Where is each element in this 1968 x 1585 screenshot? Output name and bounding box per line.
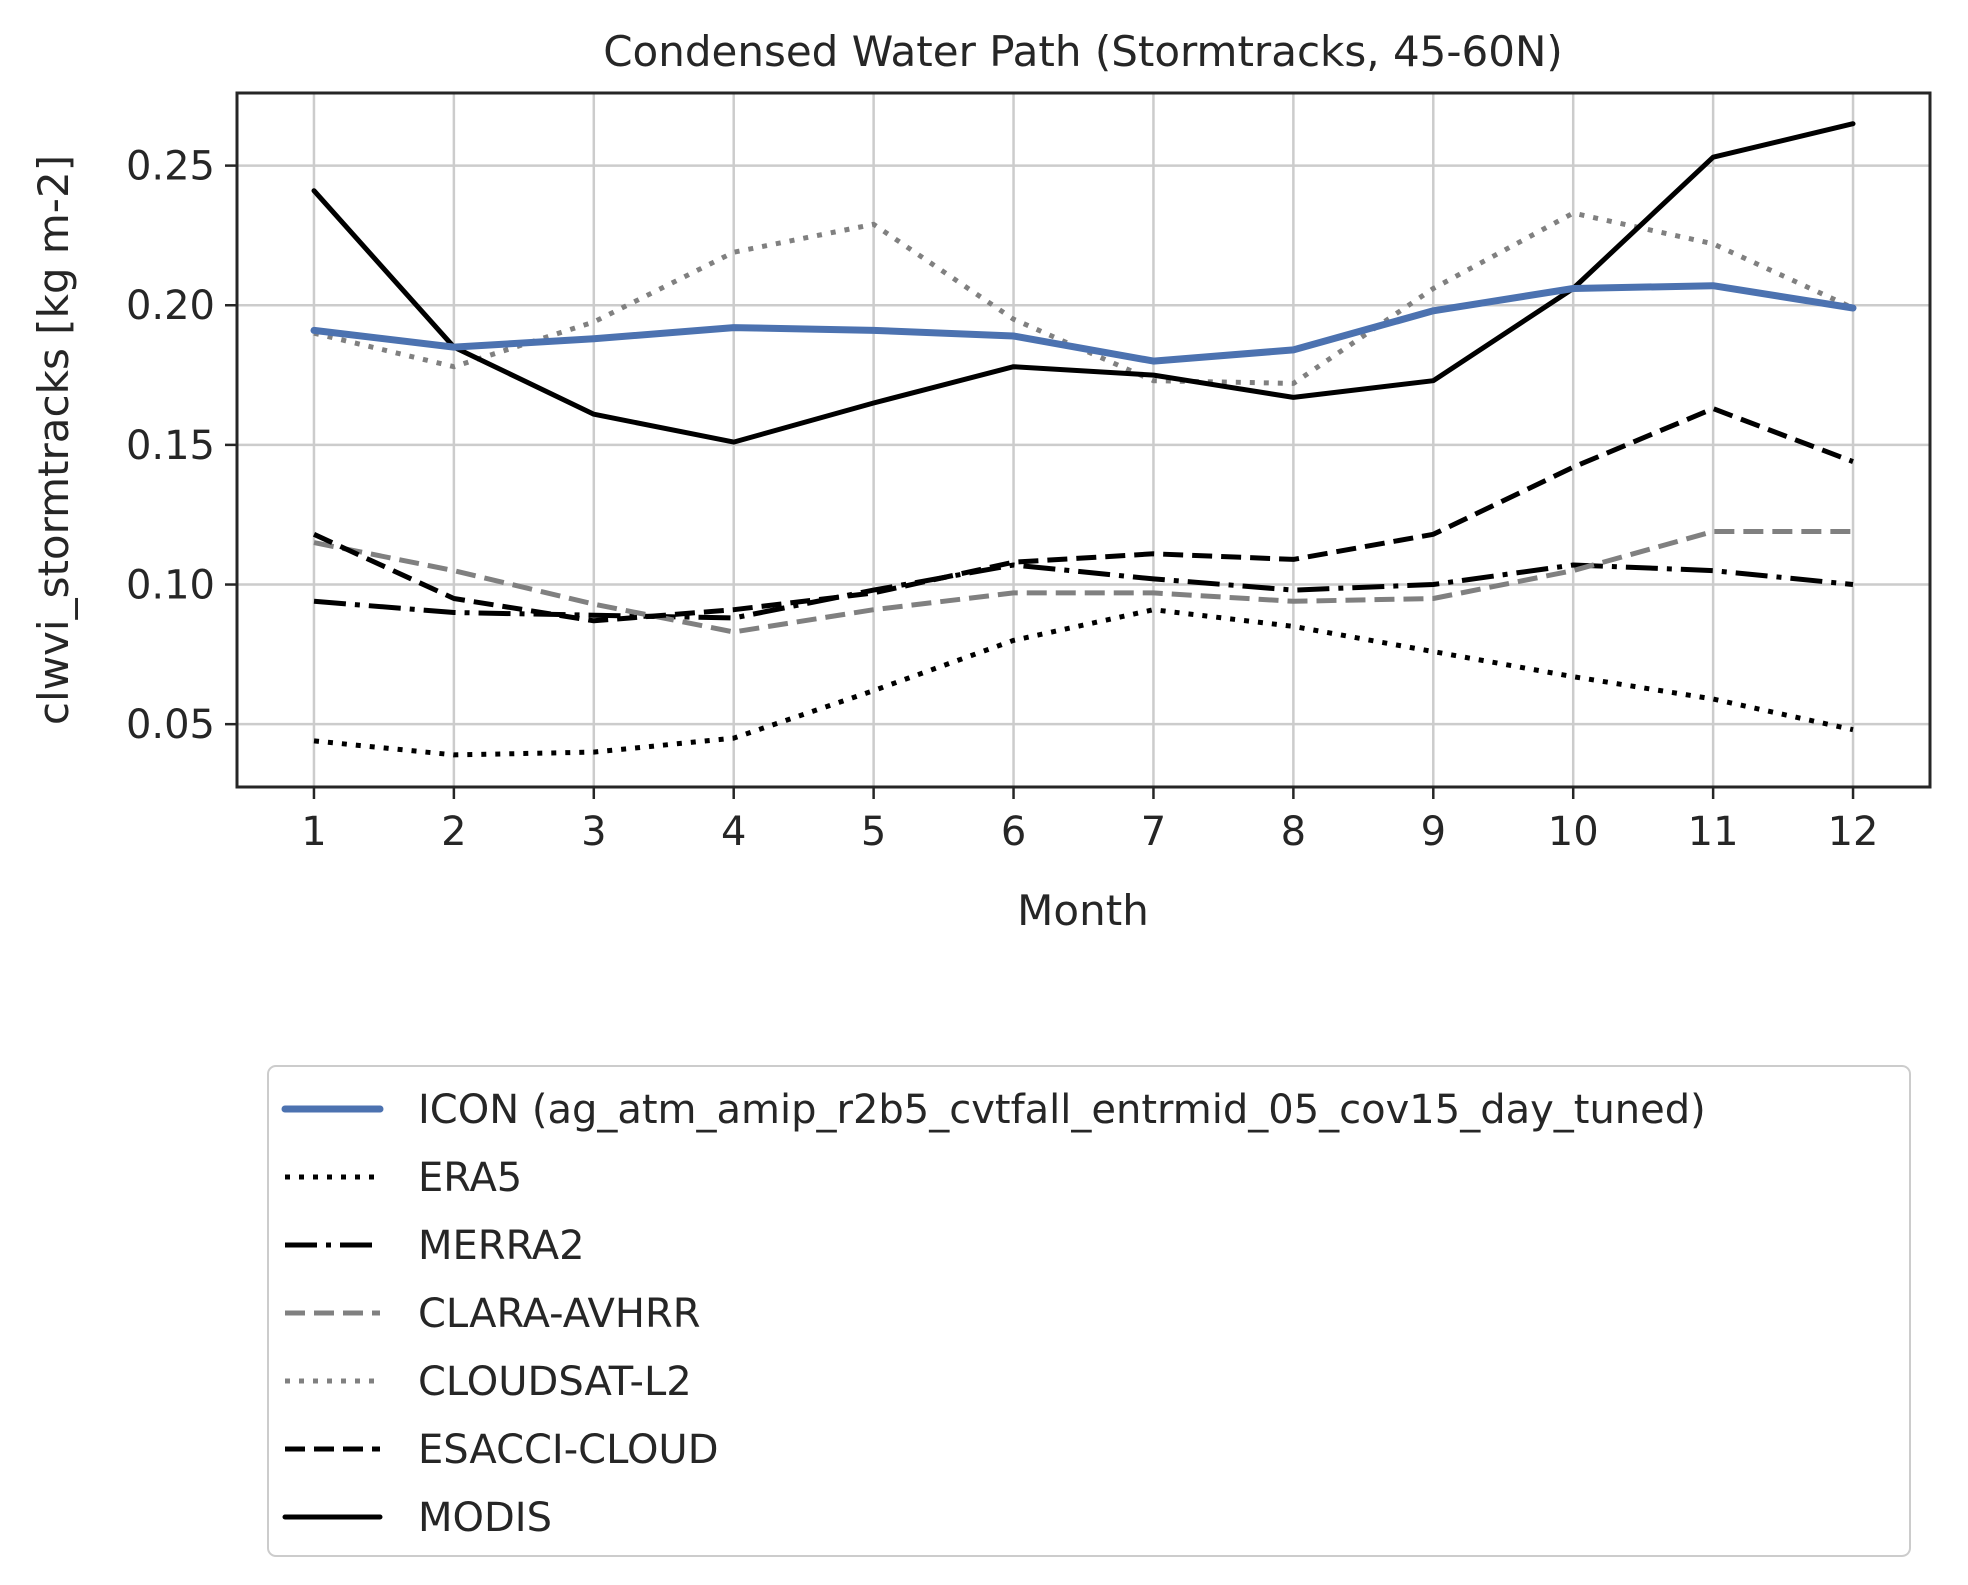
legend-entry-label: MODIS (418, 1495, 552, 1541)
y-tick-label: 0.25 (126, 144, 215, 190)
axis-ticks: 1 2 3 4 5 6 7 8 9 10 11 120.050.100.150.200.25 (126, 144, 1879, 855)
y-tick-label: 0.15 (126, 423, 215, 469)
legend-entry-label: ERA5 (418, 1155, 522, 1201)
x-tick-label: 10 (1548, 809, 1599, 855)
y-axis-label: clwvi_stormtracks [kg m-2] (29, 155, 78, 725)
x-tick-label: 6 (1001, 809, 1026, 855)
series-line-cloudsat-l2 (313, 210, 1855, 386)
x-tick-label: 7 (1141, 809, 1166, 855)
chart-title: Condensed Water Path (Stormtracks, 45-60… (603, 27, 1563, 76)
x-tick-label: 3 (581, 809, 606, 855)
x-tick-label: 5 (861, 809, 886, 855)
legend-entry-label: ESACCI-CLOUD (418, 1427, 719, 1473)
legend-box (267, 1065, 1911, 1557)
series-line-era5 (313, 607, 1854, 758)
series-line-clara-avhrr (313, 529, 1853, 635)
x-tick-label: 9 (1421, 809, 1446, 855)
series-line-merra2 (313, 562, 1854, 621)
y-tick-label: 0.05 (126, 702, 215, 748)
legend: ICON (ag_atm_amip_r2b5_cvtfall_entrmid_0… (267, 1065, 1911, 1557)
x-tick-label: 2 (441, 809, 466, 855)
x-axis-label: Month (1017, 886, 1149, 935)
x-tick-label: 8 (1281, 809, 1306, 855)
x-tick-label: 1 (301, 809, 326, 855)
grid (237, 93, 1930, 787)
series-lines (310, 121, 1857, 758)
x-tick-label: 11 (1688, 809, 1739, 855)
series-line-modis (311, 121, 1856, 445)
legend-entry-label: CLARA-AVHRR (418, 1291, 701, 1337)
x-tick-label: 12 (1828, 809, 1879, 855)
legend-entry-label: MERRA2 (418, 1223, 585, 1269)
y-tick-label: 0.10 (126, 563, 215, 609)
series-line-icon (310, 282, 1857, 365)
plot-frame (235, 91, 1932, 789)
x-tick-label: 4 (721, 809, 746, 855)
legend-entry-label: ICON (ag_atm_amip_r2b5_cvtfall_entrmid_0… (418, 1087, 1706, 1133)
series-line-esacci-cloud (312, 406, 1854, 624)
y-tick-label: 0.20 (126, 283, 215, 329)
legend-entry-label: CLOUDSAT-L2 (418, 1359, 692, 1405)
